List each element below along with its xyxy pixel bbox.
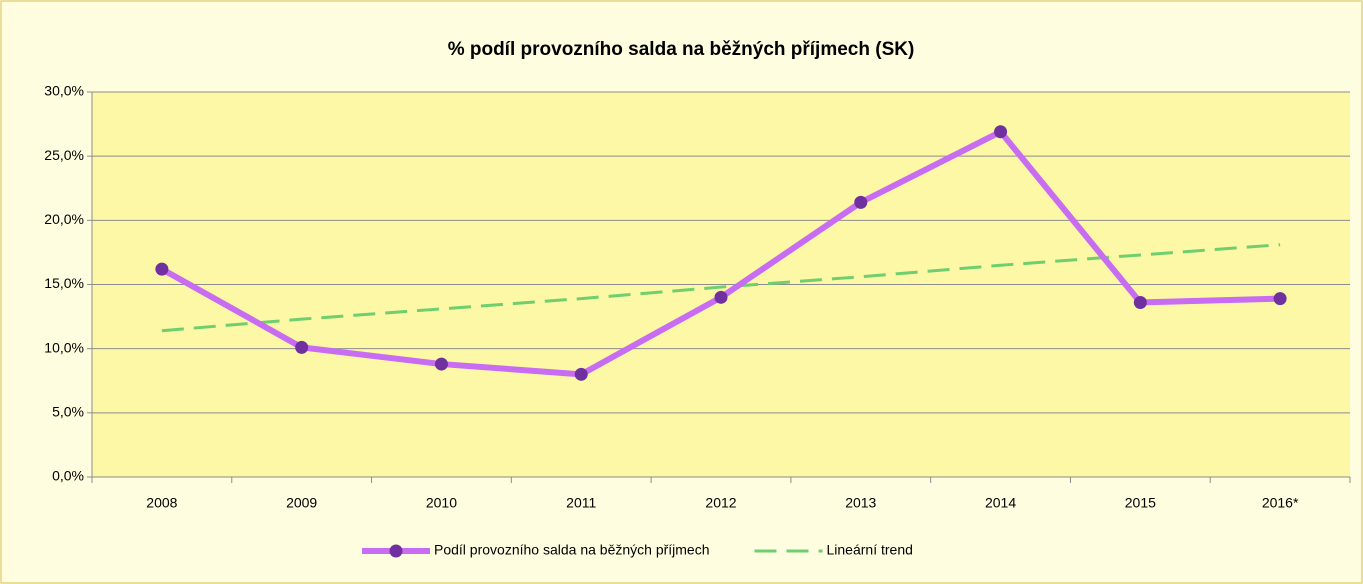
y-tick-label: 25,0% — [44, 147, 84, 163]
x-tick-label: 2011 — [566, 495, 596, 511]
x-tick-label: 2012 — [705, 495, 736, 511]
x-tick-label: 2013 — [845, 495, 876, 511]
y-tick-label: 10,0% — [44, 339, 84, 355]
x-tick-label: 2016* — [1262, 495, 1299, 511]
x-tick-label: 2014 — [985, 495, 1016, 511]
y-tick-label: 15,0% — [44, 275, 84, 291]
y-tick-label: 0,0% — [52, 468, 84, 484]
legend-label: Lineární trend — [827, 542, 913, 558]
data-point — [295, 340, 309, 354]
chart-title: % podíl provozního salda na běžných příj… — [448, 39, 915, 60]
legend-label: Podíl provozního salda na běžných příjme… — [434, 542, 710, 558]
data-point — [714, 290, 728, 304]
legend-marker — [389, 544, 403, 558]
data-point — [574, 367, 588, 381]
data-point — [1133, 295, 1147, 309]
data-point — [155, 262, 169, 276]
data-point — [434, 357, 448, 371]
data-point — [854, 195, 868, 209]
x-tick-label: 2008 — [146, 495, 177, 511]
x-tick-label: 2010 — [426, 495, 457, 511]
x-tick-label: 2009 — [286, 495, 317, 511]
series-line — [161, 243, 1281, 333]
y-tick-label: 30,0% — [44, 83, 84, 99]
y-tick-label: 20,0% — [44, 211, 84, 227]
data-point — [994, 125, 1008, 139]
x-tick-label: 2015 — [1125, 495, 1156, 511]
y-tick-label: 5,0% — [52, 404, 84, 420]
data-point — [1273, 292, 1287, 306]
